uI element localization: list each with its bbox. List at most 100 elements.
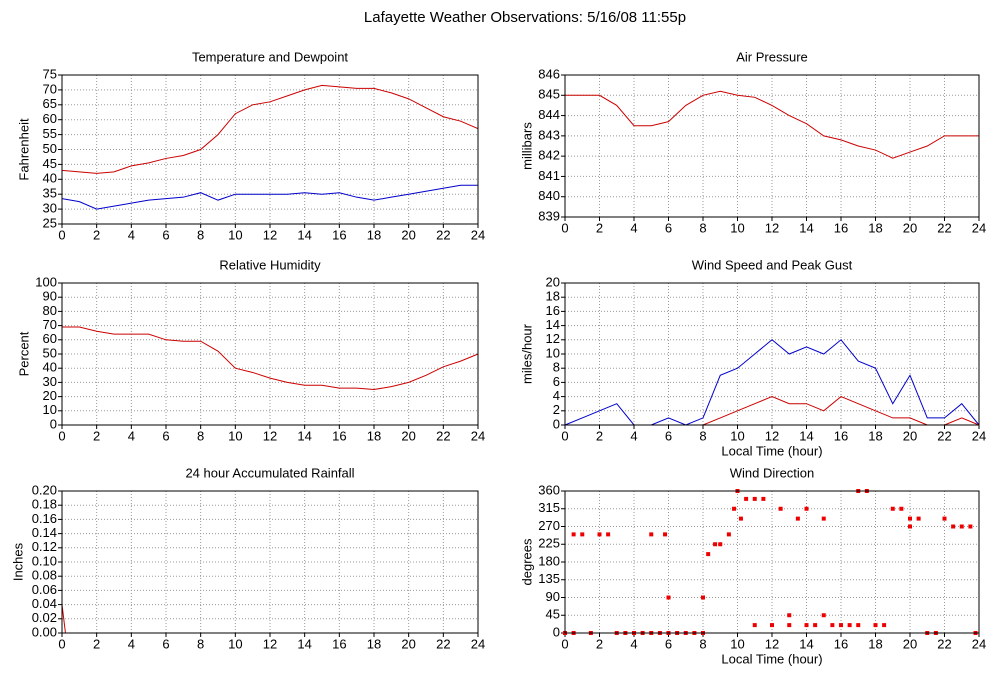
x-tick-label: 0 [58, 227, 65, 242]
y-tick-label: 50 [43, 345, 57, 360]
x-tick-label: 4 [128, 227, 135, 242]
y-tick-label: 60 [43, 331, 57, 346]
data-point [795, 516, 800, 521]
x-tick-label: 20 [903, 636, 917, 651]
x-axis-label: Local Time (hour) [721, 443, 822, 458]
y-tick-label: 35 [43, 186, 57, 201]
y-tick-label: 0.06 [32, 582, 57, 597]
x-tick-label: 14 [799, 428, 813, 443]
y-tick-label: 846 [538, 66, 560, 81]
y-tick-label: 45 [546, 607, 560, 622]
y-tick-label: 0 [553, 416, 560, 431]
y-tick-label: 843 [538, 127, 560, 142]
y-tick-label: 315 [538, 500, 560, 515]
chart-title: Relative Humidity [219, 257, 321, 272]
x-tick-label: 18 [868, 636, 882, 651]
data-point [916, 516, 921, 521]
y-tick-label: 70 [43, 317, 57, 332]
data-point [821, 516, 826, 521]
y-tick-label: 14 [546, 317, 560, 332]
y-axis-label: millibars [519, 122, 534, 170]
x-tick-label: 16 [332, 428, 346, 443]
data-point [580, 532, 585, 537]
x-tick-label: 2 [93, 227, 100, 242]
x-tick-label: 18 [868, 220, 882, 235]
y-tick-label: 0.08 [32, 568, 57, 583]
x-tick-label: 16 [834, 428, 848, 443]
x-tick-label: 2 [596, 636, 603, 651]
y-tick-label: 839 [538, 208, 560, 223]
y-tick-label: 80 [43, 303, 57, 318]
y-tick-label: 100 [35, 274, 57, 289]
y-tick-label: 0.12 [32, 539, 57, 554]
x-tick-label: 12 [765, 428, 779, 443]
x-tick-label: 4 [630, 428, 637, 443]
x-tick-label: 12 [765, 636, 779, 651]
x-axis-label: Local Time (hour) [721, 651, 822, 666]
y-tick-label: 225 [538, 536, 560, 551]
x-tick-label: 22 [937, 636, 951, 651]
y-tick-label: 10 [43, 402, 57, 417]
data-point [732, 506, 737, 511]
y-tick-label: 0.00 [32, 624, 57, 639]
x-tick-label: 0 [58, 428, 65, 443]
y-tick-label: 70 [43, 81, 57, 96]
chart-title: Temperature and Dewpoint [192, 49, 348, 64]
x-tick-label: 8 [699, 636, 706, 651]
x-tick-label: 6 [162, 227, 169, 242]
plot-frame [564, 74, 980, 218]
y-tick-label: 60 [43, 111, 57, 126]
x-tick-label: 2 [596, 428, 603, 443]
data-point [821, 613, 826, 618]
data-point [890, 506, 895, 511]
x-tick-label: 6 [162, 636, 169, 651]
data-point [968, 524, 973, 529]
y-tick-label: 10 [546, 345, 560, 360]
data-point [847, 623, 852, 628]
y-tick-label: 65 [43, 96, 57, 111]
x-tick-label: 24 [471, 227, 485, 242]
y-tick-label: 0.02 [32, 610, 57, 625]
x-tick-label: 14 [297, 227, 311, 242]
x-tick-label: 6 [665, 220, 672, 235]
data-point [744, 496, 749, 501]
y-tick-label: 0 [553, 624, 560, 639]
chart-title: Wind Direction [730, 465, 815, 480]
x-tick-label: 4 [128, 636, 135, 651]
x-tick-label: 0 [561, 220, 568, 235]
y-tick-label: 844 [538, 107, 560, 122]
y-axis-label: degrees [519, 538, 534, 585]
x-tick-label: 10 [730, 636, 744, 651]
data-point [882, 623, 887, 628]
x-tick-label: 10 [228, 227, 242, 242]
x-tick-label: 14 [297, 636, 311, 651]
data-point [606, 532, 611, 537]
y-tick-label: 6 [553, 374, 560, 389]
y-tick-label: 0 [50, 416, 57, 431]
plot-area [565, 75, 979, 217]
x-tick-label: 6 [162, 428, 169, 443]
y-tick-label: 40 [43, 360, 57, 375]
data-point [706, 552, 711, 557]
data-line [61, 184, 478, 210]
x-tick-label: 20 [903, 220, 917, 235]
data-line [61, 84, 479, 174]
data-point [899, 506, 904, 511]
x-tick-label: 16 [834, 636, 848, 651]
x-tick-label: 22 [436, 227, 450, 242]
x-tick-label: 20 [401, 428, 415, 443]
data-point [701, 595, 705, 600]
data-point [778, 506, 783, 511]
data-point [738, 516, 743, 521]
data-point [959, 524, 964, 529]
y-tick-label: 8 [553, 360, 560, 375]
y-axis-label: Percent [16, 331, 31, 376]
y-tick-label: 30 [43, 201, 57, 216]
x-tick-label: 10 [228, 428, 242, 443]
y-tick-label: 90 [546, 589, 560, 604]
x-tick-label: 0 [58, 636, 65, 651]
data-point [787, 613, 792, 618]
y-tick-label: 40 [43, 171, 57, 186]
x-tick-label: 24 [972, 220, 986, 235]
